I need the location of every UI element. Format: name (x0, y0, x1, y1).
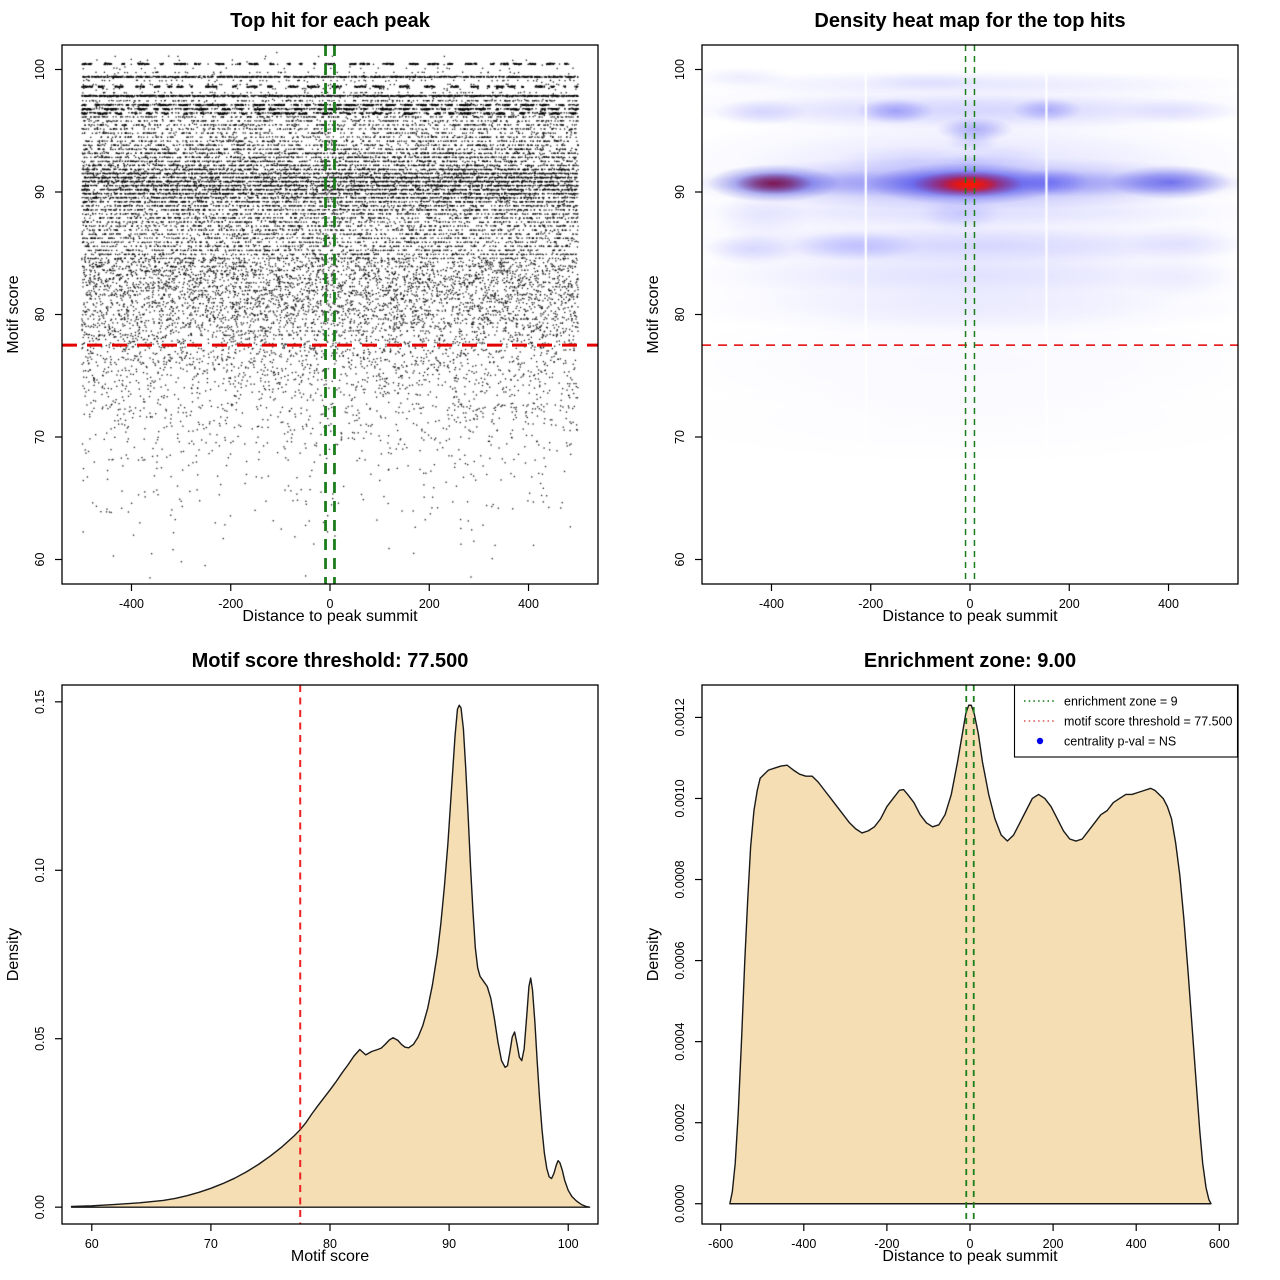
y-axis-label: Density (645, 928, 662, 981)
scatter-panel: -400 -200 0 200 400 60 70 80 90 100 Top hit for e… (0, 0, 640, 640)
x-tick-label: 200 (419, 597, 440, 611)
y-tick-label: 0.0012 (673, 698, 687, 736)
x-tick-label: 100 (558, 1237, 579, 1251)
x-tick-label: -600 (708, 1237, 733, 1251)
y-tick-label: 60 (33, 553, 47, 567)
y-tick-label: 0.0010 (673, 779, 687, 817)
x-tick-label: -200 (874, 1237, 899, 1251)
legend-point-sample (1036, 737, 1044, 745)
x-tick-label: 200 (1059, 597, 1080, 611)
x-tick-label: 600 (1209, 1237, 1230, 1251)
plot-frame (701, 44, 1239, 585)
y-tick-label: 0.15 (33, 690, 47, 714)
y-tick-label: 0.00 (33, 1195, 47, 1219)
heatmap-panel: -400 -200 0 200 400 60 70 80 90 100 Density heat … (640, 0, 1280, 640)
distance-density-content (729, 685, 1212, 1224)
x-tick-label: -400 (119, 597, 144, 611)
y-tick-label: 0.0006 (673, 941, 687, 979)
x-tick-label: 400 (1158, 597, 1179, 611)
score-density-plot: 60 70 80 90 100 0.00 0.05 0.10 0.15 Motif score … (5, 650, 599, 1265)
plot-frame (61, 684, 599, 1225)
y-tick-label: 80 (673, 308, 687, 322)
legend-label: centrality p-val = NS (1064, 735, 1176, 749)
legend-label: enrichment zone = 9 (1064, 695, 1178, 709)
y-tick-label: 0.0008 (673, 860, 687, 898)
x-tick-label: 400 (1126, 1237, 1147, 1251)
x-tick-label: 70 (204, 1237, 218, 1251)
x-tick-label: 0 (967, 1237, 974, 1251)
y-tick-label: 70 (33, 430, 47, 444)
heatmap-canvas (640, 0, 1280, 640)
x-axis-label: Distance to peak summit (882, 1248, 1058, 1265)
scatter-overlay: -400 -200 0 200 400 60 70 80 90 100 Top hit for e… (5, 10, 599, 625)
density-curve (729, 704, 1212, 1205)
panel-title: Density heat map for the top hits (814, 10, 1125, 32)
legend: enrichment zone = 9 motif score threshold… (1013, 684, 1239, 758)
x-tick-label: -400 (759, 597, 784, 611)
y-tick-label: 0.0000 (673, 1185, 687, 1223)
y-tick-label: 90 (673, 185, 687, 199)
heatmap-axes: -400 -200 0 200 400 60 70 80 90 100 (673, 44, 1239, 611)
y-axis-label: Motif score (645, 275, 662, 353)
score-density-content (70, 685, 591, 1224)
panel-title: Top hit for each peak (230, 10, 431, 32)
x-tick-label: -200 (218, 597, 243, 611)
distance-density-plot: -600 -400 -200 0 200 400 600 0.0000 0.0002 0.0004… (645, 650, 1239, 1265)
heatmap-overlay: -400 -200 0 200 400 60 70 80 90 100 Density heat … (645, 10, 1239, 625)
legend-box (1013, 684, 1239, 758)
plot-frame (61, 44, 599, 585)
x-tick-label: 0 (967, 597, 974, 611)
y-tick-label: 80 (33, 308, 47, 322)
y-tick-label: 0.05 (33, 1027, 47, 1051)
scatter-content (62, 45, 598, 584)
y-axis-label: Motif score (5, 275, 22, 353)
x-tick-label: 80 (323, 1237, 337, 1251)
distance-density-panel: -600 -400 -200 0 200 400 600 0.0000 0.0002 0.0004… (640, 640, 1280, 1280)
scatter-axes: -400 -200 0 200 400 60 70 80 90 100 (33, 44, 599, 611)
heatmap-content (702, 45, 1238, 584)
y-tick-label: 100 (33, 59, 47, 80)
y-tick-label: 0.10 (33, 858, 47, 882)
y-tick-label: 100 (673, 59, 687, 80)
x-tick-label: -200 (858, 597, 883, 611)
panel-title: Motif score threshold: 77.500 (192, 650, 469, 672)
y-tick-label: 0.0002 (673, 1104, 687, 1142)
x-tick-label: 0 (327, 597, 334, 611)
plot-frame (701, 684, 1239, 1225)
panel-title: Enrichment zone: 9.00 (864, 650, 1076, 672)
x-axis-label: Motif score (291, 1248, 369, 1265)
x-axis-label: Distance to peak summit (882, 608, 1058, 625)
x-axis-label: Distance to peak summit (242, 608, 418, 625)
score-density-panel: 60 70 80 90 100 0.00 0.05 0.10 0.15 Motif score … (0, 640, 640, 1280)
score-density-axes: 60 70 80 90 100 0.00 0.05 0.10 0.15 (33, 684, 599, 1251)
legend-label: motif score threshold = 77.500 (1064, 715, 1233, 729)
x-tick-label: 60 (85, 1237, 99, 1251)
y-tick-label: 70 (673, 430, 687, 444)
y-tick-label: 90 (33, 185, 47, 199)
y-tick-label: 0.0004 (673, 1022, 687, 1060)
y-tick-label: 60 (673, 553, 687, 567)
x-tick-label: 200 (1043, 1237, 1064, 1251)
x-tick-label: 400 (518, 597, 539, 611)
x-tick-label: 90 (442, 1237, 456, 1251)
scatter-points-canvas (0, 0, 640, 640)
density-curve (70, 704, 591, 1208)
x-tick-label: -400 (791, 1237, 816, 1251)
distance-density-axes: -600 -400 -200 0 200 400 600 0.0000 0.0002 0.0004… (673, 684, 1239, 1251)
y-axis-label: Density (5, 928, 22, 981)
